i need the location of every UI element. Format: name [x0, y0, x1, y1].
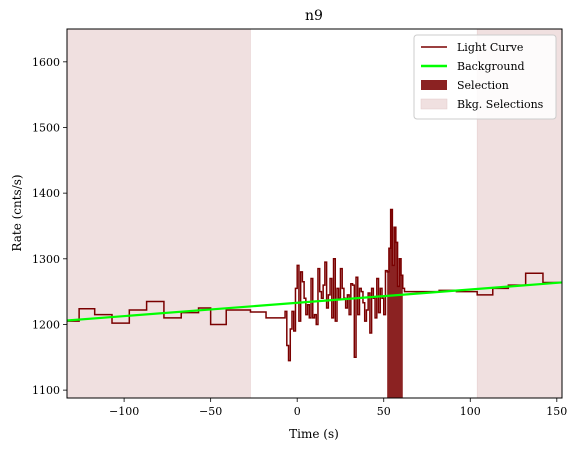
x-tick-label: −100 — [109, 405, 139, 418]
legend-label-light-curve: Light Curve — [457, 41, 523, 54]
x-tick-label: 50 — [377, 405, 391, 418]
y-tick-label: 1300 — [32, 253, 60, 266]
x-tick-label: 150 — [546, 405, 567, 418]
x-tick-label: 100 — [460, 405, 481, 418]
selection-layer — [387, 209, 403, 398]
plot-frame — [66, 28, 563, 399]
y-tick-label: 1400 — [32, 187, 60, 200]
x-tick-label: −50 — [199, 405, 222, 418]
legend-swatch-bkg-selections — [420, 98, 448, 110]
x-axis: −100 −50 0 50 100 150 — [109, 398, 567, 418]
bkg-selection-region-0 — [67, 29, 251, 398]
selection-region — [387, 209, 403, 398]
y-axis-label: Rate (cnts/s) — [10, 174, 24, 251]
legend-label-selection: Selection — [457, 79, 509, 92]
legend-label-background: Background — [457, 60, 525, 73]
y-tick-label: 1200 — [32, 318, 60, 331]
legend-box — [413, 34, 557, 120]
x-tick-label: 0 — [294, 405, 301, 418]
y-tick-label: 1100 — [32, 384, 60, 397]
background-fit-line — [67, 281, 562, 322]
chart-title: n9 — [305, 8, 323, 24]
light-curve-layer — [67, 208, 562, 362]
x-axis-label: Time (s) — [289, 427, 339, 441]
background-fit-layer — [67, 281, 562, 322]
legend-label-bkg-selections: Bkg. Selections — [457, 98, 544, 111]
light-curve-line — [67, 208, 562, 362]
y-tick-label: 1600 — [32, 56, 60, 69]
legend: Light Curve Background Selection Bkg. Se… — [413, 34, 557, 120]
legend-swatch-selection — [421, 80, 447, 90]
y-tick-label: 1500 — [32, 121, 60, 134]
y-axis: 1100 1200 1300 1400 1500 1600 — [32, 56, 67, 397]
